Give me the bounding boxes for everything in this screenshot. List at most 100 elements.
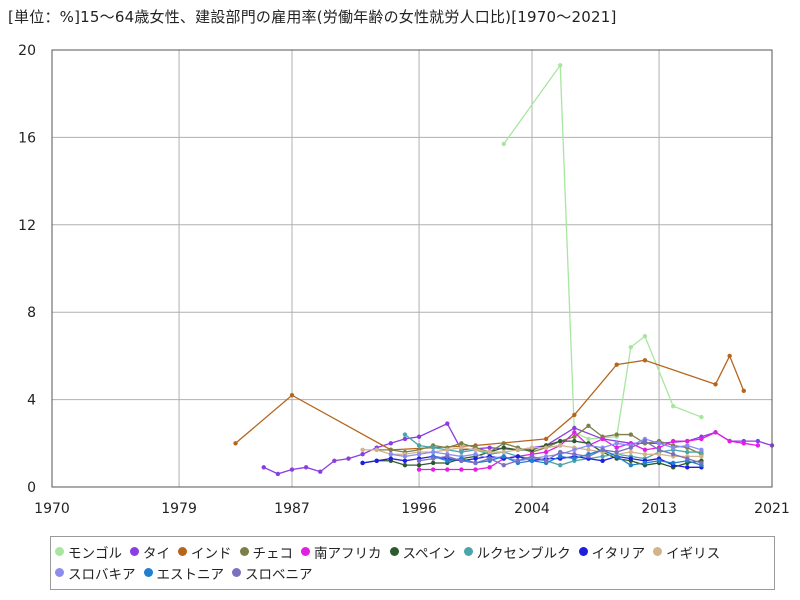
- data-point: [572, 447, 577, 453]
- data-point: [515, 458, 521, 463]
- legend-item[interactable]: ルクセンブルク: [463, 541, 571, 562]
- legend-item[interactable]: スロベニア: [232, 562, 313, 583]
- data-point: [261, 465, 266, 470]
- data-point: [233, 441, 238, 446]
- y-tick-label: 4: [27, 393, 36, 409]
- legend: モンゴル タイ インド チェコ 南アフリカ スペイン ルクセンブルク イタリア イギリススロバキ…: [50, 536, 775, 590]
- data-point: [628, 449, 634, 455]
- data-point: [699, 436, 704, 442]
- data-point: [656, 441, 662, 446]
- data-point: [430, 467, 436, 472]
- data-point: [642, 334, 648, 339]
- data-point: [586, 423, 591, 429]
- legend-label: エストニア: [156, 566, 225, 583]
- data-point: [600, 447, 605, 453]
- data-point: [628, 344, 634, 350]
- data-point: [572, 438, 577, 444]
- data-point: [600, 436, 605, 442]
- legend-marker-icon: [239, 547, 249, 556]
- grid-lines: [51, 49, 773, 488]
- data-point: [487, 445, 492, 450]
- data-point: [572, 456, 577, 461]
- data-point: [670, 403, 676, 409]
- legend-label: イギリス: [666, 545, 721, 562]
- data-point: [303, 465, 309, 470]
- data-point: [388, 447, 394, 453]
- legend-item[interactable]: イタリア: [578, 541, 645, 562]
- data-point: [543, 436, 549, 442]
- data-point: [685, 443, 690, 448]
- data-point: [741, 388, 746, 394]
- data-point: [713, 430, 718, 435]
- data-point: [572, 452, 577, 457]
- data-point: [360, 452, 365, 457]
- x-tick-label: 1970: [34, 501, 70, 517]
- data-point: [416, 467, 422, 472]
- legend-marker-icon: [653, 547, 663, 556]
- legend-item[interactable]: タイ: [130, 541, 170, 562]
- legend-item[interactable]: エストニア: [143, 562, 225, 583]
- tick-labels: 0 4 8 12 16 20 1970 1979 1987 1996 2004 2013 2021: [18, 43, 790, 517]
- data-point: [459, 449, 464, 455]
- legend-marker-icon: [55, 547, 64, 556]
- data-point: [459, 458, 464, 463]
- series-line: [404, 434, 702, 466]
- data-point: [670, 438, 676, 444]
- legend-item[interactable]: インド: [178, 541, 232, 562]
- legend-item[interactable]: スロバキア: [55, 562, 136, 583]
- data-point: [600, 458, 605, 463]
- data-point: [614, 441, 619, 446]
- data-point: [628, 456, 634, 461]
- data-point: [558, 449, 563, 455]
- legend-label: スロベニア: [245, 566, 313, 583]
- data-point: [416, 434, 422, 439]
- data-point: [374, 447, 379, 453]
- data-point: [529, 458, 535, 463]
- data-point: [656, 447, 662, 453]
- legend-item[interactable]: モンゴル: [55, 541, 122, 562]
- data-point: [572, 425, 577, 431]
- data-point: [473, 467, 478, 472]
- data-point: [572, 430, 577, 435]
- x-tick-label: 2013: [641, 501, 677, 517]
- data-point: [430, 445, 436, 450]
- data-point: [501, 449, 506, 455]
- data-point: [501, 462, 506, 468]
- data-point: [558, 443, 563, 448]
- y-tick-label: 0: [27, 480, 36, 496]
- y-tick-label: 12: [18, 218, 36, 234]
- data-point: [558, 63, 563, 68]
- data-point: [289, 393, 295, 398]
- data-point: [741, 441, 746, 446]
- data-point: [614, 432, 619, 437]
- data-point: [586, 447, 591, 453]
- data-point: [600, 454, 605, 459]
- legend-label: タイ: [143, 545, 170, 562]
- data-point: [402, 462, 408, 468]
- data-point: [416, 458, 422, 463]
- data-point: [430, 456, 436, 461]
- plot-border: [51, 49, 773, 488]
- series-line: [503, 63, 702, 440]
- data-point: [473, 460, 478, 466]
- plot-frame: [51, 49, 773, 488]
- legend-marker-icon: [143, 568, 153, 577]
- data-point: [388, 456, 394, 461]
- data-point: [402, 436, 408, 442]
- series-スロベニア: [416, 438, 704, 468]
- data-point: [360, 447, 365, 453]
- legend-item[interactable]: イギリス: [653, 541, 720, 562]
- legend-item[interactable]: 南アフリカ: [301, 541, 382, 562]
- data-point: [416, 452, 422, 457]
- data-point: [586, 436, 591, 442]
- data-point: [586, 443, 591, 448]
- legend-item[interactable]: スペイン: [389, 541, 456, 562]
- legend-marker-icon: [130, 547, 139, 556]
- data-point: [685, 456, 690, 461]
- data-point: [515, 447, 521, 453]
- legend-item[interactable]: チェコ: [239, 541, 293, 562]
- data-point: [332, 458, 337, 463]
- data-point: [586, 454, 591, 459]
- data-point: [628, 445, 634, 450]
- legend-label: インド: [191, 545, 232, 562]
